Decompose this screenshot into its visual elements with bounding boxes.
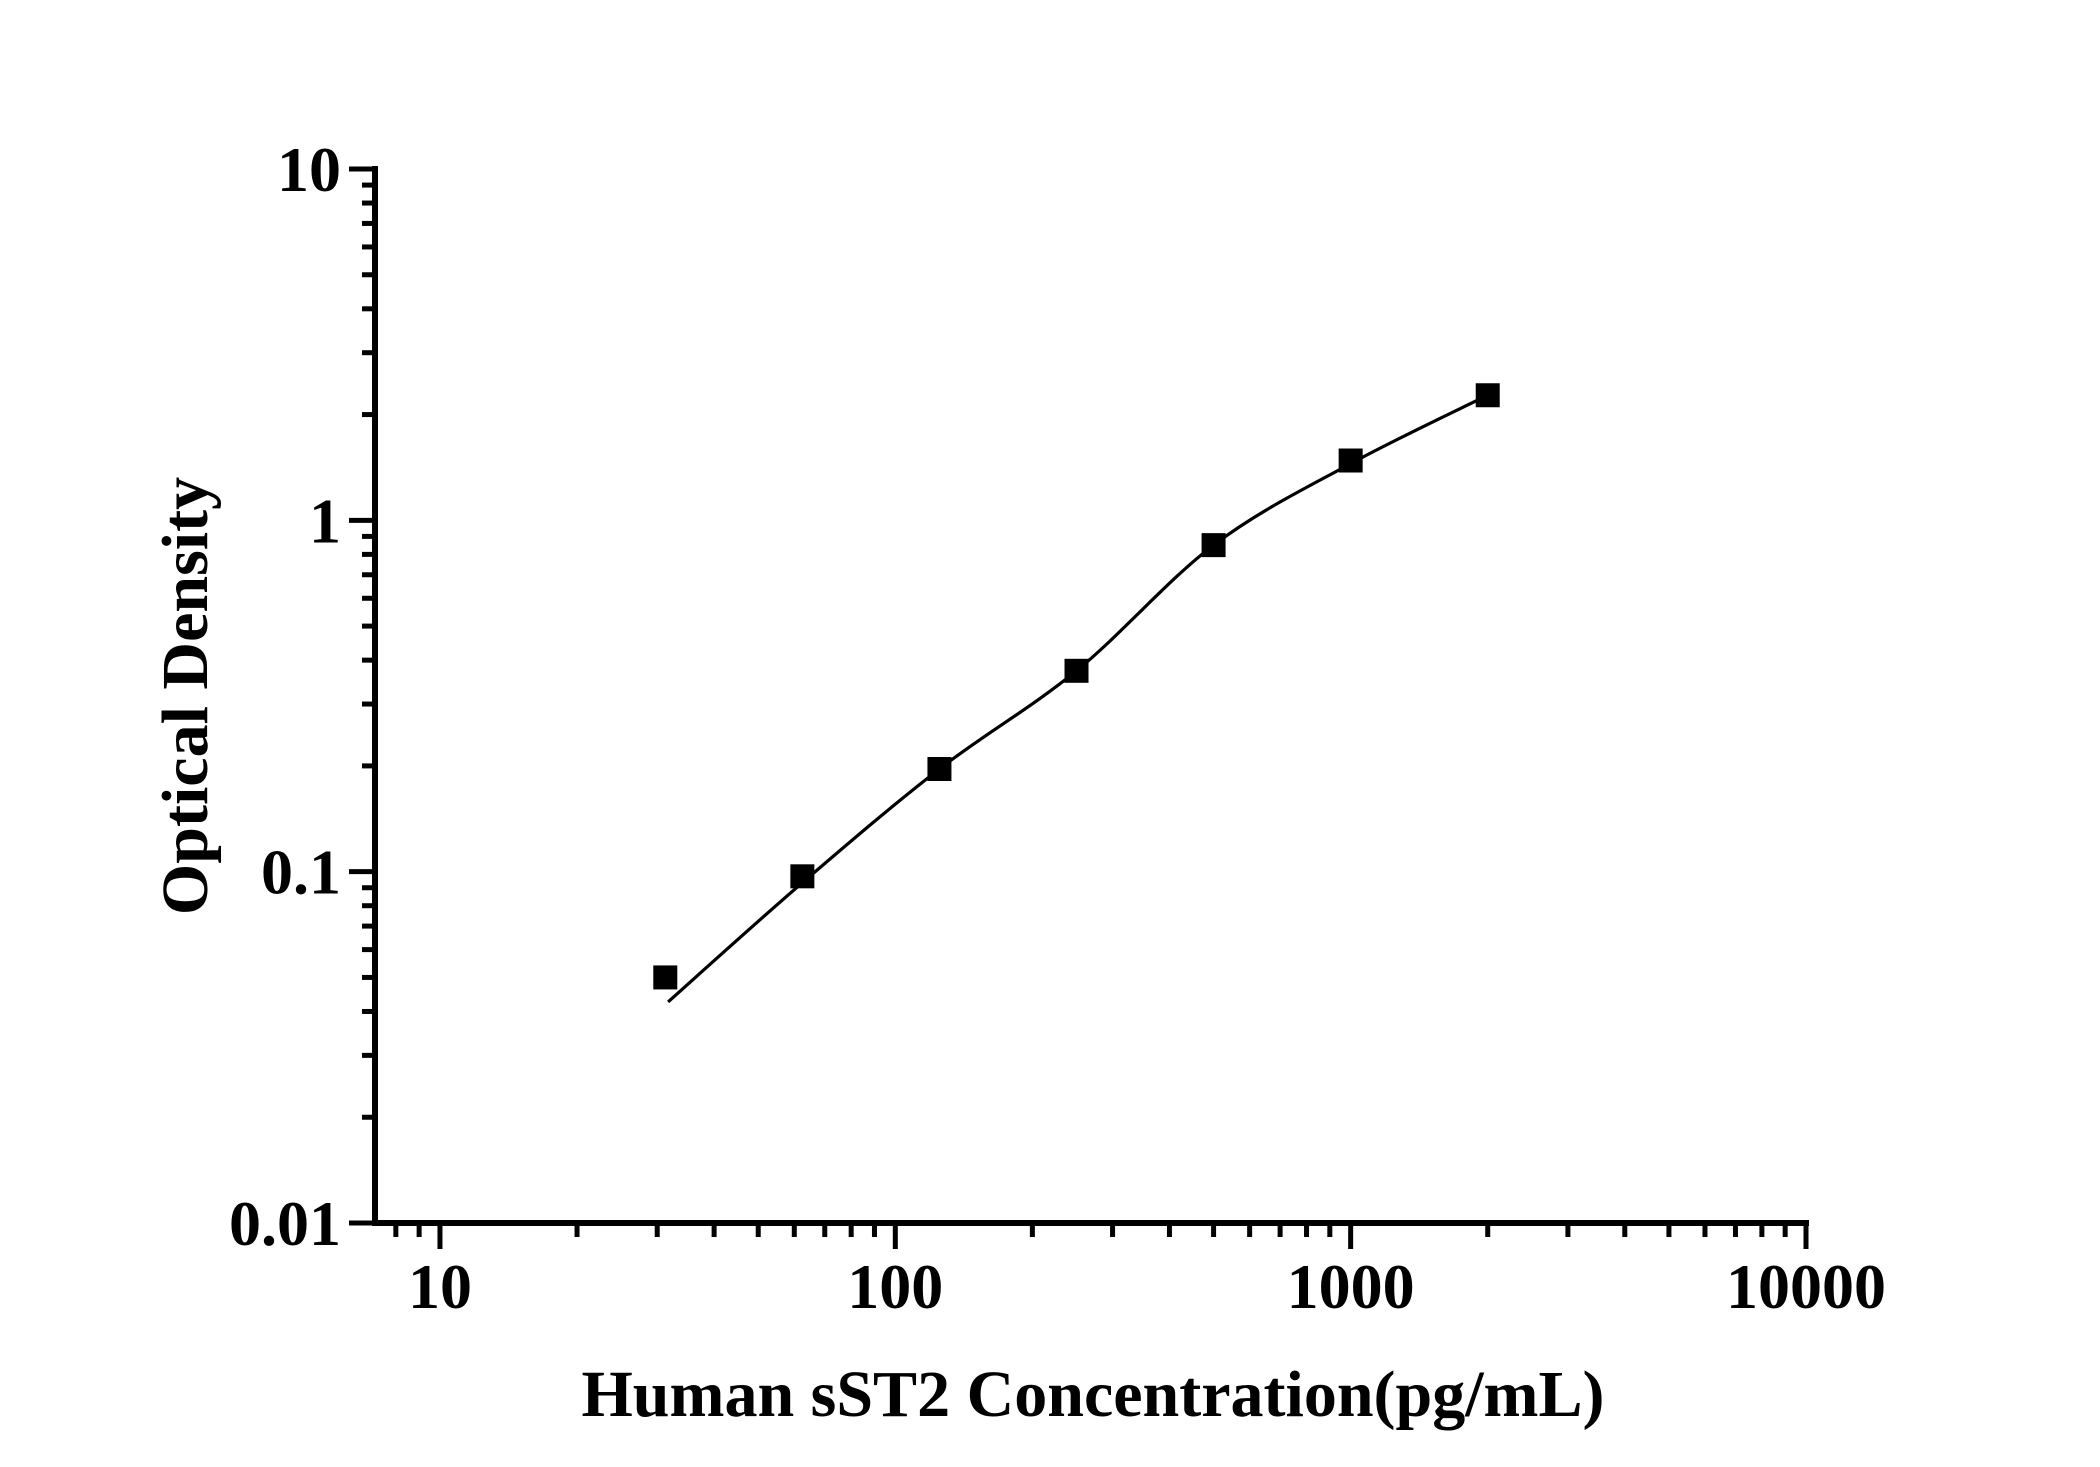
x-tick-label: 1000 [1287, 1251, 1415, 1322]
data-point-marker [1201, 533, 1226, 558]
y-tick-label: 0.1 [261, 837, 341, 908]
data-point-marker [1064, 658, 1089, 683]
fit-curve [667, 393, 1489, 1004]
y-tick-label: 0.01 [229, 1188, 341, 1259]
axes-layer: 10 100 1000 10000 10 1 0.1 0.01 [229, 134, 1886, 1322]
data-point-marker [790, 864, 815, 889]
y-tick-label: 1 [309, 485, 341, 556]
x-tick-label: 10000 [1726, 1251, 1886, 1322]
data-point-marker [927, 756, 952, 781]
x-tick-label: 100 [847, 1251, 943, 1322]
data-layer [653, 383, 1500, 1004]
x-axis-title: Human sST2 Concentration(pg/mL) [581, 1358, 1604, 1431]
data-point-marker [1338, 448, 1363, 473]
y-tick-label: 10 [277, 134, 341, 205]
x-tick-label: 10 [408, 1251, 472, 1322]
data-point-marker [653, 965, 678, 990]
data-point-marker [1475, 383, 1500, 408]
y-axis-title: Optical Density [149, 477, 222, 915]
